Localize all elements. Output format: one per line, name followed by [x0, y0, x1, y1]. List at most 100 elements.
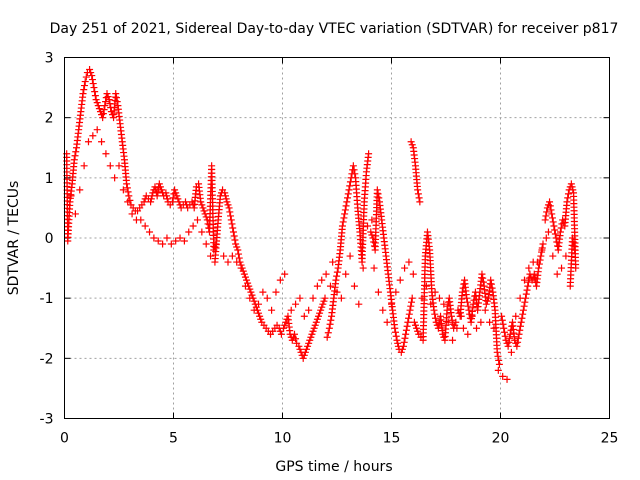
- data-point: [405, 314, 413, 322]
- data-point: [199, 204, 207, 212]
- data-point: [327, 316, 335, 324]
- data-point: [224, 258, 232, 266]
- data-point: [281, 270, 289, 278]
- data-point: [175, 198, 183, 206]
- data-point: [341, 206, 349, 214]
- data-point: [106, 162, 114, 170]
- data-point: [388, 300, 395, 308]
- data-point: [340, 214, 348, 222]
- data-point: [221, 192, 229, 200]
- data-point: [241, 282, 249, 290]
- data-point: [80, 82, 88, 90]
- data-point: [500, 324, 508, 332]
- data-point: [350, 166, 358, 174]
- data-point: [422, 282, 430, 290]
- data-point: [479, 274, 487, 282]
- data-point: [322, 270, 330, 278]
- data-point: [272, 288, 280, 296]
- data-point: [313, 282, 321, 290]
- data-point: [235, 254, 243, 262]
- data-point: [256, 312, 264, 320]
- x-tick-label: 15: [383, 431, 401, 447]
- data-point: [521, 298, 529, 306]
- data-point: [112, 90, 120, 98]
- data-point: [198, 228, 206, 236]
- data-point: [452, 318, 460, 326]
- y-tick-label: -3: [40, 412, 54, 428]
- data-point: [355, 300, 363, 308]
- data-point: [296, 294, 304, 302]
- data-point: [538, 246, 546, 254]
- data-point: [228, 220, 236, 228]
- data-point: [318, 303, 326, 311]
- data-point: [507, 348, 515, 356]
- data-point: [268, 306, 276, 314]
- data-point: [473, 324, 481, 332]
- data-point: [539, 240, 547, 248]
- data-point: [435, 294, 443, 302]
- data-point: [465, 306, 473, 314]
- data-point: [333, 288, 341, 296]
- data-point: [94, 102, 102, 110]
- data-point: [234, 246, 242, 254]
- data-point: [111, 174, 119, 182]
- x-tick-label: 20: [492, 431, 510, 447]
- data-point: [173, 192, 181, 200]
- x-tick-label: 25: [601, 431, 619, 447]
- data-point: [222, 195, 230, 203]
- data-point: [124, 198, 132, 206]
- data-point: [444, 318, 452, 326]
- data-point: [115, 162, 123, 170]
- data-point: [93, 126, 101, 134]
- data-point: [408, 141, 416, 149]
- data-point: [193, 216, 201, 224]
- data-point: [513, 342, 521, 350]
- data-point: [221, 189, 229, 197]
- data-point: [414, 190, 422, 198]
- data-point: [548, 210, 556, 218]
- data-point: [155, 180, 163, 188]
- data-point: [405, 258, 413, 266]
- data-point: [549, 252, 557, 260]
- data-point: [342, 202, 350, 210]
- data-point: [568, 234, 576, 242]
- data-point: [147, 198, 155, 206]
- data-point: [185, 228, 193, 236]
- data-point: [76, 186, 84, 194]
- data-point: [91, 92, 99, 100]
- data-point: [453, 324, 461, 332]
- data-point: [91, 88, 99, 96]
- data-point: [401, 334, 409, 342]
- data-point: [230, 232, 238, 240]
- data-point: [391, 328, 399, 336]
- data-point: [431, 314, 439, 322]
- data-point: [125, 192, 133, 200]
- y-tick-label: 3: [45, 51, 54, 67]
- data-point: [500, 328, 508, 336]
- data-point: [295, 342, 303, 350]
- data-point: [498, 316, 506, 324]
- data-point: [571, 246, 579, 254]
- data-point: [100, 106, 108, 114]
- data-point: [229, 224, 237, 232]
- data-point: [176, 234, 184, 242]
- data-point: [318, 276, 326, 284]
- data-point: [341, 210, 349, 218]
- data-point: [174, 195, 182, 203]
- data-point: [556, 228, 564, 236]
- data-point: [98, 138, 106, 146]
- data-point: [67, 192, 75, 200]
- data-point: [546, 198, 554, 206]
- data-point: [569, 186, 577, 194]
- data-point: [570, 242, 578, 250]
- data-point: [525, 264, 533, 272]
- data-point: [379, 306, 387, 314]
- data-point: [281, 321, 289, 329]
- data-point: [537, 252, 545, 260]
- data-point: [82, 73, 90, 81]
- y-tick-label: 1: [45, 171, 54, 187]
- data-point: [124, 188, 132, 196]
- data-point: [163, 195, 171, 203]
- data-point: [553, 270, 561, 278]
